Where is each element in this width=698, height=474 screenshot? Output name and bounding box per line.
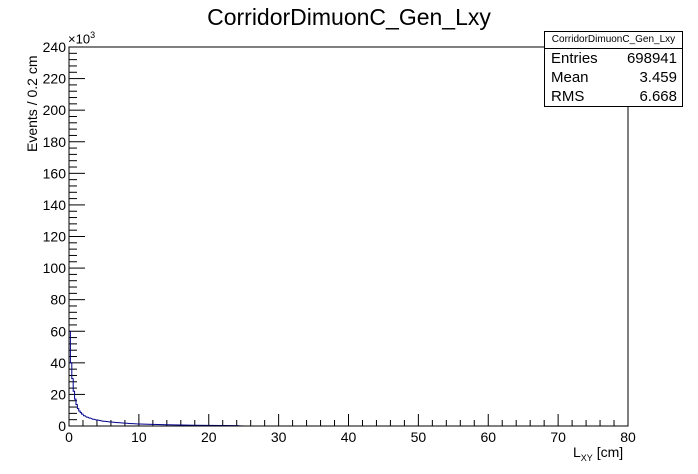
y-tick-label: 180 — [43, 134, 67, 150]
x-axis-label: LXY [cm] — [573, 444, 624, 463]
y-tick-label: 100 — [43, 260, 67, 276]
y-tick-label: 60 — [50, 323, 66, 339]
y-tick-label: 240 — [43, 39, 67, 55]
y-tick-label: 40 — [50, 355, 66, 371]
stats-row-entries: Entries 698941 — [545, 49, 682, 68]
x-tick-label: 30 — [271, 429, 287, 445]
stats-label: Entries — [551, 50, 598, 67]
y-axis-ticks: 0 20 40 60 80 100 120 140 160 180 200 220 240 — [43, 39, 85, 434]
x-tick-label: 0 — [65, 429, 73, 445]
y-axis-multiplier: ×103 — [68, 30, 96, 47]
y-tick-label: 220 — [43, 71, 67, 87]
y-tick-label: 80 — [50, 292, 66, 308]
histogram-line — [68, 330, 628, 427]
y-tick-label: 20 — [50, 386, 66, 402]
x-tick-label: 40 — [341, 429, 357, 445]
x-tick-label: 50 — [411, 429, 427, 445]
y-tick-label: 0 — [58, 418, 66, 434]
y-tick-label: 140 — [43, 197, 67, 213]
stats-value: 3.459 — [639, 69, 677, 86]
y-tick-label: 200 — [43, 102, 67, 118]
plot-frame — [68, 46, 629, 427]
x-tick-label: 80 — [620, 429, 636, 445]
x-tick-label: 20 — [201, 429, 217, 445]
stats-row-mean: Mean 3.459 — [545, 68, 682, 87]
stats-box: CorridorDimuonC_Gen_Lxy Entries 698941 M… — [544, 31, 683, 107]
stats-box-header: CorridorDimuonC_Gen_Lxy — [545, 32, 682, 49]
x-tick-label: 70 — [550, 429, 566, 445]
y-tick-label: 120 — [43, 229, 67, 245]
x-axis-ticks: 0 10 20 30 40 50 60 70 80 — [65, 414, 636, 445]
y-tick-label: 160 — [43, 165, 67, 181]
stats-label: Mean — [551, 69, 589, 86]
x-tick-label: 60 — [480, 429, 496, 445]
stats-value: 698941 — [626, 50, 677, 67]
stats-label: RMS — [551, 88, 585, 105]
stats-row-rms: RMS 6.668 — [545, 87, 682, 106]
chart-title: CorridorDimuonC_Gen_Lxy — [207, 4, 491, 30]
stats-value: 6.668 — [639, 88, 677, 105]
x-tick-label: 10 — [131, 429, 147, 445]
